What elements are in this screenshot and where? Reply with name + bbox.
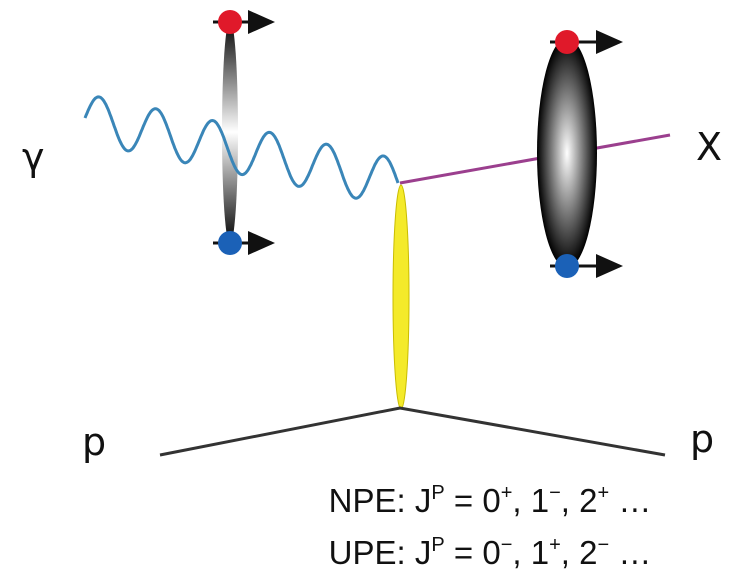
caption-text: , 2: [561, 482, 598, 519]
caption-text: …: [609, 482, 651, 519]
superscript: −: [597, 534, 609, 556]
superscript: P: [431, 482, 444, 504]
photon-line: [83, 95, 400, 200]
x-label: X: [696, 125, 722, 169]
caption-text: …: [609, 534, 651, 571]
caption-text: = 0: [445, 482, 501, 519]
caption-text: = 0: [445, 534, 501, 571]
caption-text: , 2: [561, 534, 598, 571]
proton-label: p: [82, 420, 106, 464]
superscript: +: [597, 482, 609, 504]
proton-line: [159, 406, 666, 457]
right-meson: [537, 30, 623, 278]
superscript: +: [501, 482, 513, 504]
caption-text: UPE: J: [329, 534, 432, 571]
photon-label: γ: [22, 135, 45, 179]
x-line: [399, 133, 671, 185]
caption: UPE: JP = 0−, 1+, 2− …: [329, 534, 652, 571]
left-meson: [213, 10, 275, 255]
proton-label: p: [690, 417, 714, 461]
superscript: P: [431, 534, 444, 556]
superscript: −: [549, 482, 561, 504]
caption: NPE: JP = 0+, 1−, 2+ …: [329, 482, 652, 519]
superscript: −: [501, 534, 513, 556]
caption-text: NPE: J: [329, 482, 432, 519]
superscript: +: [549, 534, 561, 556]
pomeron: [392, 184, 410, 410]
caption-text: , 1: [512, 482, 549, 519]
caption-text: , 1: [512, 534, 549, 571]
